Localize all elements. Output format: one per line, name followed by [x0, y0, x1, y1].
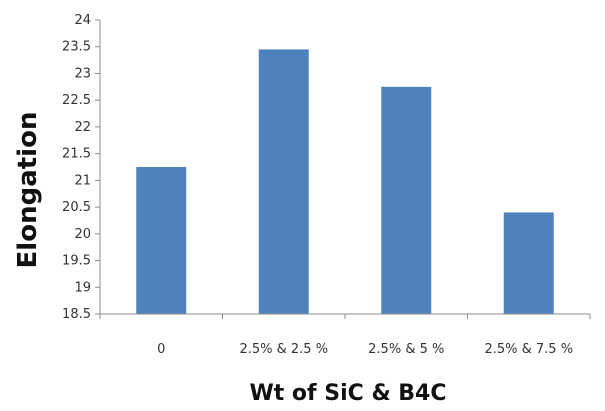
x-category-label: 2.5% & 7.5 % [484, 342, 573, 357]
y-tick-label: 23.5 [62, 40, 91, 55]
x-axis-ticks [99, 314, 591, 319]
x-category-label: 2.5% & 5 % [368, 342, 444, 357]
y-tick-label: 18.5 [62, 307, 91, 322]
y-tick-label: 21 [74, 173, 91, 188]
y-tick-label: 22.5 [62, 93, 91, 108]
x-axis-category-labels: 0 2.5% & 2.5 % 2.5% & 5 % 2.5% & 7.5 % [157, 342, 573, 357]
bar-series [136, 49, 554, 315]
y-tick-label: 22 [74, 120, 91, 135]
y-tick-label: 19.5 [62, 254, 91, 269]
y-tick-label: 19 [74, 280, 91, 295]
x-category-label: 2.5% & 2.5 % [239, 342, 328, 357]
y-tick-label: 20.5 [62, 200, 91, 215]
y-axis-tick-labels: 18.5 19 19.5 20 20.5 21 21.5 22 22.5 23 23.5 24 [62, 13, 91, 322]
bar-2 [258, 49, 309, 315]
y-axis-title: Elongation [13, 112, 43, 269]
x-axis-title: Wt of SiC & B4C [249, 381, 446, 406]
bar-3 [381, 86, 432, 315]
bar-1 [136, 167, 187, 314]
y-axis-ticks [95, 19, 100, 315]
x-category-label: 0 [157, 342, 165, 357]
y-tick-label: 20 [74, 227, 91, 242]
y-tick-label: 23 [74, 66, 91, 81]
y-tick-label: 21.5 [62, 147, 91, 162]
bar-4 [503, 212, 554, 314]
y-tick-label: 24 [74, 13, 91, 28]
